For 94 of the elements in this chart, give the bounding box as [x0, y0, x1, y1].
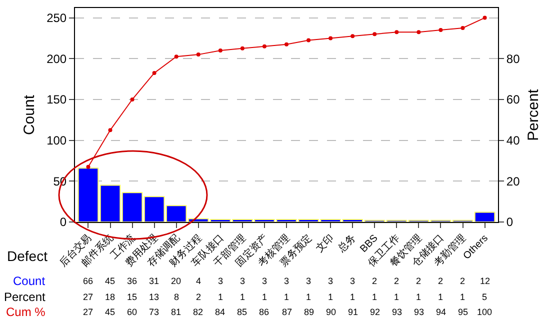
text: 18 — [105, 292, 116, 302]
data-label: 3 — [240, 276, 246, 286]
point — [306, 38, 311, 42]
data-label: 3 — [218, 276, 224, 286]
point — [152, 70, 156, 75]
data-label: 87 — [282, 307, 292, 317]
data-label: 90 — [326, 307, 336, 317]
data-label: 2 — [394, 276, 400, 286]
y2-tick-label: 0 — [506, 215, 514, 230]
data-label: 20 — [171, 276, 182, 286]
point — [130, 97, 134, 102]
data-label: 73 — [149, 307, 160, 317]
text: Percent — [4, 290, 46, 304]
data-label: 12 — [480, 276, 490, 286]
data-label: 91 — [348, 307, 358, 317]
point — [108, 128, 112, 132]
data-label: 4 — [196, 276, 202, 286]
text: 1 — [416, 292, 422, 302]
point — [394, 30, 399, 34]
point — [218, 48, 222, 52]
data-label: 31 — [149, 276, 160, 286]
point — [284, 42, 288, 46]
y2-axis-title: Percent — [525, 88, 542, 141]
text: 2 — [196, 292, 202, 302]
data-label: 93 — [414, 307, 424, 317]
y-tick-label: 150 — [46, 92, 67, 107]
text: 1 — [262, 292, 268, 302]
text: 1 — [284, 292, 290, 302]
data-label: 84 — [215, 307, 226, 317]
data-label: 94 — [436, 307, 446, 317]
text: 1 — [218, 292, 224, 302]
point — [196, 52, 200, 57]
data-label: 2 — [460, 276, 466, 286]
point — [262, 44, 266, 48]
data-label: 100 — [477, 307, 492, 317]
text: 1 — [438, 292, 444, 302]
data-label: 93 — [392, 307, 402, 317]
point — [328, 36, 333, 40]
text: 15 — [127, 292, 138, 302]
data-label: 45 — [105, 276, 116, 286]
data-label: 60 — [127, 307, 138, 317]
y-tick-label: 0 — [60, 215, 67, 230]
y2-tick-label: 20 — [506, 174, 520, 188]
y2-tick-label: 40 — [506, 134, 520, 148]
data-label: 92 — [370, 307, 380, 317]
data-label: 3 — [284, 276, 290, 286]
y-tick-label: 100 — [46, 134, 67, 148]
text: 13 — [149, 292, 160, 302]
y-tick-label: 200 — [46, 52, 67, 66]
data-label: 95 — [458, 307, 468, 317]
data-label: 66 — [83, 276, 94, 286]
data-label: 36 — [127, 276, 138, 286]
point — [482, 16, 487, 20]
data-label: 3 — [306, 276, 312, 286]
data-label: 2 — [438, 276, 444, 286]
text: 1 — [306, 292, 312, 302]
y2-tick-label: 60 — [506, 92, 520, 107]
point — [240, 46, 244, 50]
data-label: 82 — [193, 307, 204, 317]
x-axis-title: Defect — [7, 248, 48, 264]
data-label: 81 — [171, 307, 182, 317]
text: 27 — [83, 292, 94, 302]
text: 1 — [460, 292, 466, 302]
point — [438, 28, 443, 32]
point — [174, 54, 178, 59]
point — [460, 26, 465, 30]
text: 1 — [394, 292, 400, 302]
point — [372, 32, 377, 36]
text: Count — [13, 274, 46, 288]
point — [350, 34, 355, 38]
x-tick-label: 总务 — [334, 232, 358, 256]
x-tick-label: 文印 — [314, 232, 336, 255]
data-label: 3 — [262, 276, 268, 286]
data-label: 2 — [416, 276, 422, 286]
text: 5 — [482, 292, 488, 302]
text: 1 — [350, 292, 356, 302]
text: 8 — [174, 292, 180, 302]
data-label: 2 — [372, 276, 378, 286]
data-label: 27 — [83, 307, 94, 317]
data-label: 85 — [237, 307, 248, 317]
y-tick-label: 250 — [46, 11, 67, 25]
text: Cum % — [6, 305, 46, 319]
text: 1 — [372, 292, 378, 302]
y2-tick-label: 80 — [506, 52, 520, 66]
text: 1 — [328, 292, 334, 302]
point — [86, 164, 90, 169]
data-label: 3 — [328, 276, 334, 286]
text: 1 — [240, 292, 246, 302]
point — [416, 30, 421, 34]
data-label: 89 — [304, 307, 314, 317]
data-label: 45 — [105, 307, 116, 317]
data-label: 86 — [259, 307, 270, 317]
data-label: 3 — [350, 276, 356, 286]
y-axis-title: Count — [20, 94, 38, 136]
